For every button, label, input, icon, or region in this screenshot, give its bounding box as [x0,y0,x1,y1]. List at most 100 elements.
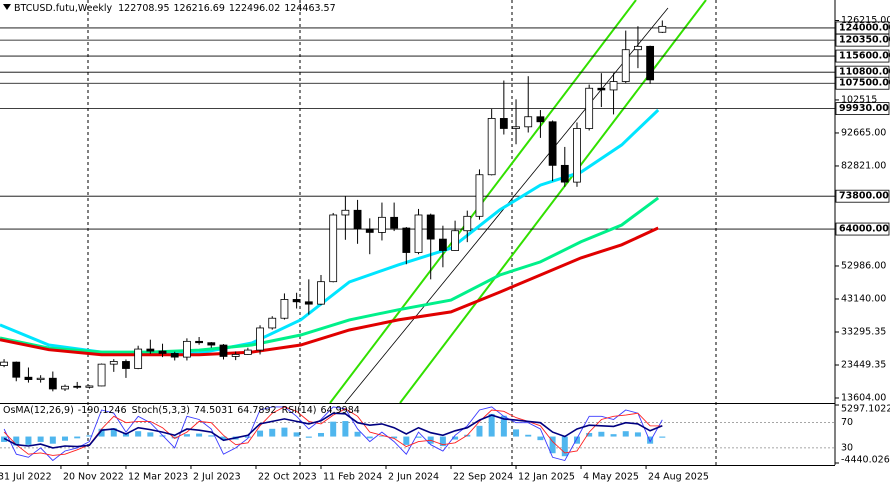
osma-bar [391,436,398,439]
moving-average [0,196,660,354]
y-tick-label: 82821.00 [841,160,886,171]
osma-bar [37,436,44,442]
level-label-box [835,102,890,116]
osma-bar [257,430,264,437]
candle-body [48,377,57,390]
candle-body [390,216,399,229]
candle-body [231,354,240,357]
y-tick-label: -4440.0263 [841,455,890,466]
collapse-arrow[interactable] [3,4,11,10]
x-tick-label: 22 Sep 2024 [453,472,513,483]
osma-bar [549,436,556,454]
x-tick-label: 2 Jul 2023 [193,472,241,483]
candle-body [341,209,350,216]
osma-bar [403,436,410,445]
indicator-name: Stoch(5,3,3) [132,405,190,416]
osma-bar [171,436,178,439]
level-label: 120350.00 [839,35,890,46]
indicator-value: 74.5031 [194,405,233,416]
osma-bar [220,436,227,441]
candle-body [487,118,496,176]
osma-bar [74,436,81,439]
candle-body [280,299,289,319]
x-tick-label: 2 Jun 2024 [388,472,439,483]
candle-body [414,214,423,253]
candle-body [24,376,33,380]
indicator-value: 64.7892 [237,405,276,416]
candle-body [621,49,630,82]
osma-bar [110,428,117,437]
channel-line[interactable] [399,0,707,404]
candle-body [573,128,581,183]
osma-bar [513,429,520,437]
osma-bar [573,436,580,444]
y-tick-label: 92665.00 [841,127,886,138]
osma-bar [183,434,190,437]
x-tick-label: 11 Feb 2024 [323,472,382,483]
symbol-title: BTCUSD.futu,Weekly [14,3,113,14]
candle-body [585,87,594,129]
candle-body [329,214,338,283]
candle-body [658,25,667,33]
level-label: 115600.00 [839,51,890,62]
osma-bar [62,436,69,441]
x-tick-label: 12 Mar 2023 [128,472,188,483]
level-label: 124000.00 [839,22,890,33]
y2-tick-label: 30 [841,442,853,453]
indicator-name: OsMA(12,26,9) [3,405,74,416]
level-label: 107500.00 [839,78,890,89]
candle-body [451,230,459,251]
osma-bar [269,428,276,437]
oscillator-line [3,406,663,456]
x-tick-label: 22 Oct 2023 [258,472,317,483]
candle-body [597,87,606,91]
last-high: 126216.69 [174,3,225,14]
osma-bar [659,436,666,438]
level-label: 110800.00 [839,67,890,78]
osma-bar [500,415,507,437]
osma-bar [525,434,532,437]
x-tick-label: 24 Aug 2025 [648,472,709,483]
x-tick-label: 31 Jul 2022 [0,472,52,483]
last-low: 122496.02 [229,3,280,14]
osma-bar [147,432,154,437]
osma-bar [305,436,312,438]
candle-body [463,215,472,232]
y-tick-label: 5297.1022 [841,404,890,415]
candle-body [317,281,325,305]
oscillator-line [3,412,663,449]
y-tick-label: 13604.00 [841,392,886,403]
indicator-header: OsMA(12,26,9) -190.1246 Stoch(5,3,3) 74.503… [3,405,360,416]
y-tick-label: 33295.35 [841,326,886,337]
candle-body [12,361,21,378]
osma-bar [561,436,568,457]
osma-bar [13,436,20,446]
osma-bar [281,427,288,437]
candle-body [158,350,167,354]
osma-bar [86,435,93,437]
y-tick-label: 43140.00 [841,293,886,304]
indicator-value: -190.1246 [78,405,127,416]
candle-body [243,349,252,355]
candle-body [146,348,155,352]
osma-bar [25,436,32,445]
osma-bar [488,413,495,437]
x-tick-label: 20 Nov 2022 [63,472,124,483]
candle-body [304,301,313,305]
candle-body [402,227,411,253]
level-label: 99930.00 [839,103,889,114]
candle-body [512,126,520,129]
osma-bar [537,436,544,441]
osma-bar [135,431,142,437]
oscillator-line [3,406,663,462]
osma-bar [49,436,56,444]
candle-body [378,216,386,233]
candle-body [109,361,118,365]
candle-body [438,238,447,251]
osma-bar [244,436,251,438]
y2-tick-label: 70 [841,417,853,428]
candle-body [536,116,545,123]
level-label-box [835,76,890,90]
candle-body [256,327,264,351]
